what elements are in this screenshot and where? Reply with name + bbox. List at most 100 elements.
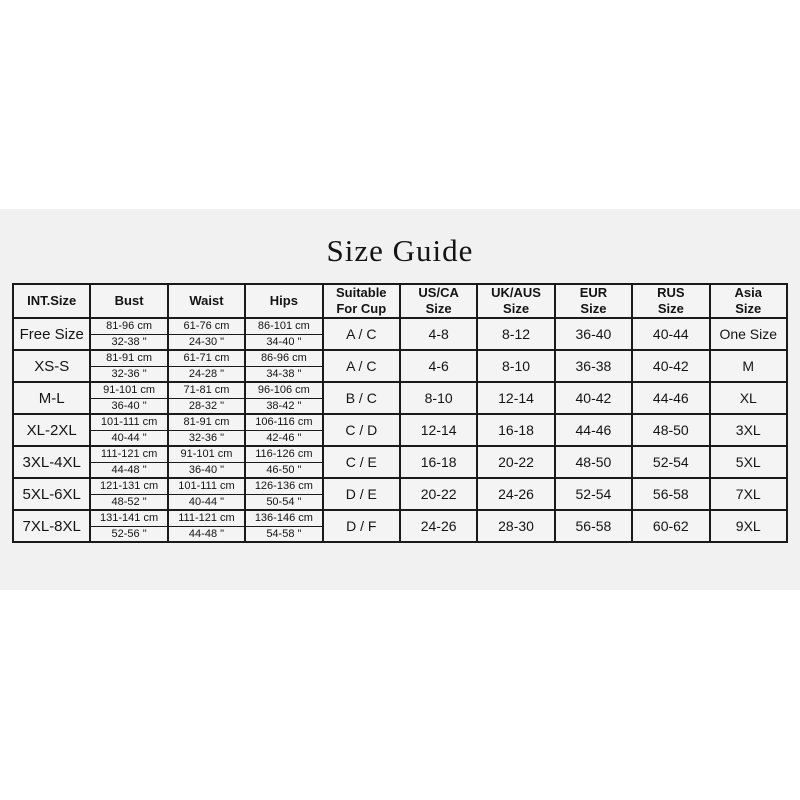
cell-uk-aus: 20-22 <box>476 445 556 479</box>
cell-waist-cm: 101-111 cm <box>166 477 247 495</box>
size-guide-title: Size Guide <box>326 233 474 268</box>
table-subrow: 52-56 " 44-48 " 54-58 " <box>13 525 787 543</box>
cell-waist-cm: 71-81 cm <box>166 381 247 399</box>
cell-bust-cm: 81-96 cm <box>89 317 169 335</box>
table-subrow: 32-38 " 24-30 " 34-40 " <box>13 333 787 351</box>
cell-us-ca: 4-8 <box>398 317 479 351</box>
cell-waist-cm: 81-91 cm <box>166 413 247 431</box>
cell-rus: 52-54 <box>631 445 711 479</box>
cell-rus: 48-50 <box>631 413 711 447</box>
cell-bust-in: 32-36 " <box>89 365 169 383</box>
cell-int-size: 5XL-6XL <box>11 477 92 511</box>
cell-us-ca: 16-18 <box>398 445 479 479</box>
cell-waist-in: 36-40 " <box>166 461 247 479</box>
cell-hips-in: 54-58 " <box>244 525 324 543</box>
cell-rus: 60-62 <box>631 509 711 543</box>
cell-bust-cm: 121-131 cm <box>89 477 169 495</box>
cell-us-ca: 8-10 <box>398 381 479 415</box>
cell-asia: 5XL <box>708 445 789 479</box>
header-hips: Hips <box>244 283 324 319</box>
cell-bust-in: 32-38 " <box>89 333 169 351</box>
cell-rus: 56-58 <box>631 477 711 511</box>
cell-eur: 56-58 <box>553 509 634 543</box>
cell-hips-cm: 86-96 cm <box>244 349 324 367</box>
cell-int-size: Free Size <box>11 317 92 351</box>
cell-uk-aus: 28-30 <box>476 509 556 543</box>
cell-hips-cm: 116-126 cm <box>244 445 324 463</box>
table-subrow: 40-44 " 32-36 " 42-46 " <box>13 429 787 447</box>
cell-cup: B / C <box>321 381 401 415</box>
size-guide-panel: Size Guide INT.Size Bust Waist Hips Suitable… <box>0 209 800 590</box>
cell-cup: D / F <box>321 509 401 543</box>
cell-us-ca: 4-6 <box>398 349 479 383</box>
cell-int-size: 3XL-4XL <box>11 445 92 479</box>
table-subrow: 48-52 " 40-44 " 50-54 " <box>13 493 787 511</box>
cell-hips-cm: 136-146 cm <box>244 509 324 527</box>
table-header-row: INT.Size Bust Waist Hips Suitable For Cup US/… <box>11 283 789 319</box>
header-us-ca: US/CA Size <box>398 283 479 319</box>
cell-cup: A / C <box>321 317 401 351</box>
cell-hips-cm: 106-116 cm <box>244 413 324 431</box>
header-eur: EUR Size <box>553 283 634 319</box>
cell-asia: One Size <box>708 317 789 351</box>
table-row: 5XL-6XL 121-131 cm 101-111 cm 126-136 cm D /… <box>11 477 789 511</box>
table-subrow: 32-36 " 24-28 " 34-38 " <box>13 365 787 383</box>
cell-eur: 36-40 <box>553 317 634 351</box>
cell-hips-cm: 126-136 cm <box>244 477 324 495</box>
cell-cup: A / C <box>321 349 401 383</box>
cell-cup: D / E <box>321 477 401 511</box>
cell-bust-in: 48-52 " <box>89 493 169 511</box>
cell-bust-in: 40-44 " <box>89 429 169 447</box>
cell-hips-cm: 96-106 cm <box>244 381 324 399</box>
cell-bust-in: 52-56 " <box>89 525 169 543</box>
size-guide-table: INT.Size Bust Waist Hips Suitable For Cup US/… <box>11 283 789 543</box>
cell-asia: XL <box>708 381 789 415</box>
cell-rus: 40-42 <box>631 349 711 383</box>
cell-hips-in: 34-40 " <box>244 333 324 351</box>
cell-bust-in: 44-48 " <box>89 461 169 479</box>
table-header: INT.Size Bust Waist Hips Suitable For Cup US/… <box>11 283 789 319</box>
cell-us-ca: 24-26 <box>398 509 479 543</box>
cell-hips-in: 38-42 " <box>244 397 324 415</box>
cell-hips-in: 50-54 " <box>244 493 324 511</box>
cell-waist-in: 40-44 " <box>166 493 247 511</box>
cell-eur: 36-38 <box>553 349 634 383</box>
cell-bust-cm: 131-141 cm <box>89 509 169 527</box>
header-cup: Suitable For Cup <box>321 283 401 319</box>
cell-uk-aus: 8-12 <box>476 317 556 351</box>
cell-hips-in: 34-38 " <box>244 365 324 383</box>
cell-bust-in: 36-40 " <box>89 397 169 415</box>
cell-us-ca: 12-14 <box>398 413 479 447</box>
cell-waist-cm: 61-71 cm <box>166 349 247 367</box>
cell-waist-in: 44-48 " <box>166 525 247 543</box>
cell-uk-aus: 12-14 <box>476 381 556 415</box>
cell-us-ca: 20-22 <box>398 477 479 511</box>
cell-int-size: XS-S <box>11 349 92 383</box>
cell-waist-in: 24-28 " <box>166 365 247 383</box>
cell-cup: C / D <box>321 413 401 447</box>
header-int-size: INT.Size <box>11 283 92 319</box>
cell-waist-in: 28-32 " <box>166 397 247 415</box>
cell-asia: 7XL <box>708 477 789 511</box>
header-uk-aus: UK/AUS Size <box>476 283 556 319</box>
cell-asia: 9XL <box>708 509 789 543</box>
cell-int-size: M-L <box>11 381 92 415</box>
cell-waist-cm: 111-121 cm <box>166 509 247 527</box>
cell-eur: 48-50 <box>553 445 634 479</box>
cell-bust-cm: 81-91 cm <box>89 349 169 367</box>
table-subrow: 44-48 " 36-40 " 46-50 " <box>13 461 787 479</box>
cell-uk-aus: 8-10 <box>476 349 556 383</box>
cell-rus: 44-46 <box>631 381 711 415</box>
table-row: 7XL-8XL 131-141 cm 111-121 cm 136-146 cm D /… <box>11 509 789 543</box>
cell-rus: 40-44 <box>631 317 711 351</box>
header-waist: Waist <box>166 283 247 319</box>
cell-waist-in: 32-36 " <box>166 429 247 447</box>
cell-uk-aus: 16-18 <box>476 413 556 447</box>
cell-waist-in: 24-30 " <box>166 333 247 351</box>
cell-hips-in: 42-46 " <box>244 429 324 447</box>
cell-hips-cm: 86-101 cm <box>244 317 324 335</box>
cell-int-size: 7XL-8XL <box>11 509 92 543</box>
